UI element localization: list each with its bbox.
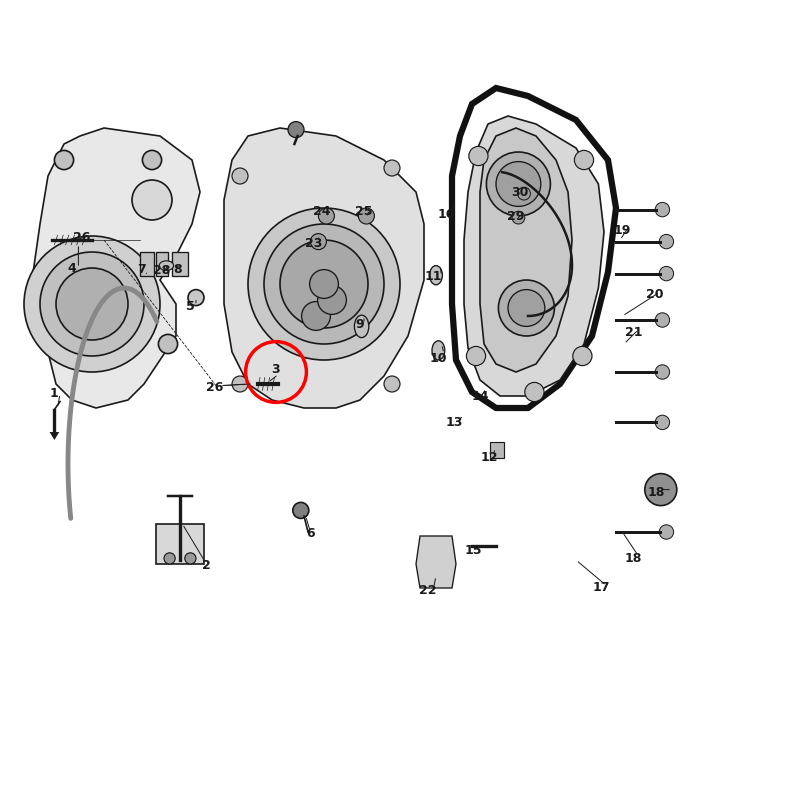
- Bar: [490, 442, 504, 458]
- Text: 4: 4: [68, 262, 76, 274]
- Circle shape: [132, 180, 172, 220]
- Circle shape: [302, 302, 330, 330]
- Text: 5: 5: [186, 300, 194, 313]
- Circle shape: [358, 208, 374, 224]
- Text: 11: 11: [425, 270, 442, 282]
- Circle shape: [645, 474, 677, 506]
- Circle shape: [486, 152, 550, 216]
- Polygon shape: [50, 432, 59, 440]
- Circle shape: [655, 415, 670, 430]
- Text: 30: 30: [511, 186, 529, 199]
- Circle shape: [232, 376, 248, 392]
- Text: 22: 22: [419, 584, 437, 597]
- Circle shape: [142, 150, 162, 170]
- Circle shape: [310, 234, 326, 250]
- Circle shape: [318, 286, 346, 314]
- Text: 12: 12: [481, 451, 498, 464]
- Circle shape: [293, 502, 309, 518]
- Text: 7: 7: [138, 263, 146, 276]
- Circle shape: [24, 236, 160, 372]
- Circle shape: [525, 382, 544, 402]
- Text: 3: 3: [272, 363, 280, 376]
- Text: 15: 15: [465, 544, 482, 557]
- Text: 23: 23: [305, 237, 322, 250]
- Text: 6: 6: [306, 527, 314, 540]
- Text: 17: 17: [593, 581, 610, 594]
- Circle shape: [655, 365, 670, 379]
- Circle shape: [40, 252, 144, 356]
- Circle shape: [508, 290, 545, 326]
- Polygon shape: [224, 128, 424, 408]
- Ellipse shape: [432, 341, 445, 360]
- Text: 19: 19: [614, 224, 631, 237]
- FancyBboxPatch shape: [140, 252, 154, 276]
- Ellipse shape: [354, 315, 369, 338]
- Circle shape: [264, 224, 384, 344]
- Circle shape: [288, 122, 304, 138]
- Circle shape: [164, 553, 175, 564]
- Text: 20: 20: [646, 288, 663, 301]
- Circle shape: [496, 162, 541, 206]
- Text: 2: 2: [202, 559, 210, 572]
- Circle shape: [248, 208, 400, 360]
- Circle shape: [158, 334, 178, 354]
- FancyBboxPatch shape: [172, 252, 188, 276]
- Circle shape: [512, 211, 525, 224]
- Text: 9: 9: [355, 318, 363, 330]
- Text: 14: 14: [471, 390, 489, 402]
- Circle shape: [54, 150, 74, 170]
- Circle shape: [498, 280, 554, 336]
- Circle shape: [659, 266, 674, 281]
- Text: 13: 13: [446, 416, 463, 429]
- Circle shape: [384, 160, 400, 176]
- Circle shape: [655, 313, 670, 327]
- Text: 21: 21: [625, 326, 642, 338]
- Text: 16: 16: [438, 208, 455, 221]
- Polygon shape: [32, 128, 200, 408]
- Text: 1: 1: [50, 387, 58, 400]
- Polygon shape: [464, 116, 604, 396]
- Text: 24: 24: [313, 205, 330, 218]
- Ellipse shape: [159, 261, 174, 270]
- Circle shape: [232, 168, 248, 184]
- Ellipse shape: [430, 266, 442, 285]
- Circle shape: [280, 240, 368, 328]
- Circle shape: [384, 376, 400, 392]
- Text: 25: 25: [355, 205, 373, 218]
- Circle shape: [318, 208, 334, 224]
- Text: 18: 18: [625, 552, 642, 565]
- Text: 26: 26: [206, 381, 223, 394]
- Polygon shape: [416, 536, 456, 588]
- Circle shape: [518, 187, 530, 200]
- Circle shape: [655, 202, 670, 217]
- Text: 29: 29: [506, 210, 524, 223]
- Text: 28: 28: [153, 264, 170, 277]
- Circle shape: [310, 270, 338, 298]
- Circle shape: [466, 346, 486, 366]
- Circle shape: [659, 525, 674, 539]
- FancyBboxPatch shape: [156, 252, 168, 276]
- Circle shape: [574, 150, 594, 170]
- Text: 10: 10: [430, 352, 447, 365]
- Polygon shape: [480, 128, 572, 372]
- FancyBboxPatch shape: [156, 524, 204, 564]
- Text: 26: 26: [73, 231, 90, 244]
- Text: 8: 8: [174, 263, 182, 276]
- Circle shape: [659, 234, 674, 249]
- Circle shape: [185, 553, 196, 564]
- Text: 18: 18: [647, 486, 665, 499]
- Circle shape: [469, 146, 488, 166]
- Circle shape: [56, 268, 128, 340]
- Circle shape: [188, 290, 204, 306]
- Circle shape: [573, 346, 592, 366]
